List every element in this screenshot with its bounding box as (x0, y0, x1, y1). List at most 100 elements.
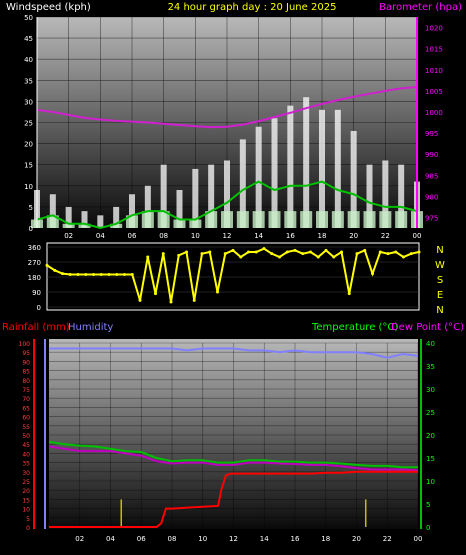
rain-y-tick-label: 5 (26, 516, 30, 523)
wind-x-tick-label: 12 (223, 232, 232, 240)
compass-label: N (436, 245, 443, 256)
rain-y-tick-label: 55 (22, 424, 30, 431)
humidity-series (49, 347, 419, 359)
humidity-line (49, 347, 419, 359)
wind-x-tick-label: 18 (318, 232, 327, 240)
wind-calm-bar (46, 215, 59, 228)
rain-y-tick-label: 0 (26, 525, 30, 532)
barometer-tick-label: 980 (425, 193, 438, 201)
direction-point (76, 273, 80, 276)
windspeed-axis-title: Windspeed (kph) (6, 2, 91, 13)
wind-x-tick-label: 06 (128, 232, 137, 240)
direction-point (332, 255, 336, 259)
direction-point (394, 250, 398, 254)
direction-point (247, 250, 250, 254)
wind-calm-bar (236, 211, 249, 228)
wind-gust-bar (160, 164, 167, 228)
direction-point (309, 250, 312, 254)
rain-y-tick-label: 95 (22, 350, 30, 357)
direction-point (347, 292, 351, 296)
temperature-tick-labels: 0 5 10 15 20 25 30 35 40 (426, 340, 435, 532)
direction-point (99, 273, 103, 276)
wind-y-tick-labels: 0 5 10 15 20 25 30 35 40 45 50 (24, 14, 33, 233)
wind-average-line (36, 180, 418, 230)
chart-date-title: 24 hour graph day : 20 June 2025 (168, 2, 337, 13)
direction-point (285, 250, 289, 254)
wind-gust-bar (224, 160, 230, 228)
wind-panel: Windspeed (kph) 24 hour graph day : 20 J… (6, 2, 462, 240)
direction-point (231, 248, 235, 252)
wind-average-series (36, 180, 418, 230)
wind-gust-bar (334, 109, 341, 228)
temperature-series (48, 440, 418, 469)
rain-temp-x-tick-label: 02 (75, 535, 84, 543)
humidity-y-tick-labels: 0 5 10 15 20 25 30 35 40 45 50 55 60 65 70 75 80 85 90 95 10… (19, 341, 31, 532)
rain-temp-x-tick-label: 06 (137, 535, 146, 543)
temperature-tick-label: 25 (426, 409, 435, 417)
direction-point (130, 273, 134, 276)
wind-x-tick-label: 14 (254, 232, 263, 240)
rain-temp-x-tick-label: 08 (168, 535, 177, 543)
direction-point (107, 273, 111, 276)
barometer-tick-label: 1020 (425, 25, 443, 33)
temperature-tick-label: 15 (426, 455, 435, 463)
rainfall-axis-title: Rainfall (mm) (2, 322, 70, 333)
wind-gust-bar (49, 194, 56, 228)
barometer-axis-title: Barometer (hpa) (379, 2, 462, 13)
direction-point (123, 273, 126, 276)
rain-y-tick-label: 75 (22, 387, 30, 394)
wind-x-tick-labels: 02 04 06 08 10 12 14 16 18 20 22 00 (64, 232, 421, 240)
rain-y-tick-label: 100 (19, 341, 31, 348)
wind-gust-bar (350, 130, 357, 228)
direction-point (208, 250, 212, 254)
wind-x-tick-label: 08 (159, 232, 168, 240)
rain-y-tick-label: 60 (22, 415, 30, 422)
wind-calm-bar (157, 211, 170, 228)
wind-calm-bar (300, 211, 313, 228)
direction-point (61, 272, 64, 276)
compass-label: E (437, 290, 443, 301)
direction-point (223, 252, 227, 256)
rain-temp-x-tick-label: 18 (321, 535, 330, 543)
direction-point (355, 252, 359, 256)
direction-point (378, 250, 382, 254)
rain-temp-x-tick-label: 10 (198, 535, 207, 543)
wind-x-tick-label: 16 (286, 232, 295, 240)
rain-temp-x-tick-label: 20 (352, 535, 361, 543)
direction-point (324, 248, 328, 252)
temperature-tick-label: 0 (426, 524, 430, 532)
wind-gust-bar (255, 126, 262, 228)
rain-temp-x-tick-label: 12 (229, 535, 238, 543)
direction-point (262, 247, 266, 251)
wind-gust-bar (382, 160, 389, 228)
direction-point (53, 268, 57, 272)
rain-y-tick-label: 50 (22, 433, 30, 440)
direction-point (316, 255, 320, 259)
wind-y-tick-label: 15 (24, 162, 33, 170)
direction-point (92, 273, 95, 276)
wind-y-tick-label: 0 (29, 225, 33, 233)
direction-point (386, 252, 390, 256)
direction-y-tick-label: 0 (37, 304, 41, 312)
rain-y-tick-label: 45 (22, 442, 30, 449)
wind-calm-bar (205, 211, 218, 228)
temperature-tick-label: 35 (426, 363, 435, 371)
barometer-tick-label: 1010 (425, 67, 443, 75)
wind-x-tick-label: 00 (413, 232, 422, 240)
barometer-tick-label: 1015 (425, 46, 443, 54)
rainfall-line (49, 470, 418, 528)
dewpoint-series (48, 445, 419, 472)
direction-point (154, 292, 157, 296)
barometer-tick-label: 990 (425, 151, 438, 159)
wind-gust-bar (176, 190, 183, 228)
rain-temp-x-tick-label: 22 (383, 535, 392, 543)
wind-x-tick-label: 22 (381, 232, 390, 240)
wind-calm-bar (395, 211, 408, 228)
direction-point (402, 255, 405, 259)
wind-calm-bar (62, 223, 75, 228)
rain-y-tick-label: 40 (22, 451, 30, 458)
wind-x-tick-label: 02 (64, 232, 73, 240)
wind-y-tick-label: 30 (24, 98, 33, 106)
